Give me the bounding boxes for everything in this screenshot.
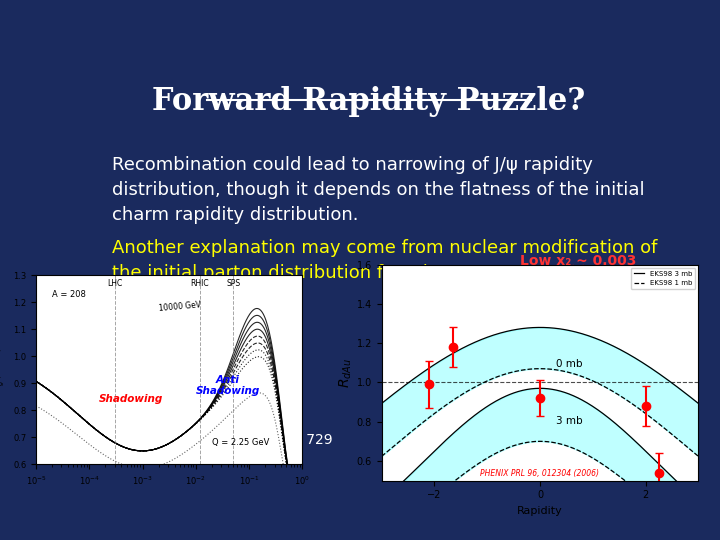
- Text: SPS: SPS: [226, 280, 240, 288]
- Text: 10000 GeV: 10000 GeV: [158, 300, 202, 313]
- Text: Q = 2.25 GeV: Q = 2.25 GeV: [212, 438, 269, 448]
- X-axis label: Rapidity: Rapidity: [517, 506, 563, 516]
- Text: RHIC: RHIC: [191, 280, 210, 288]
- Text: 3 mb: 3 mb: [556, 416, 582, 426]
- Text: Low x₂ ~ 0.003
(shadowing region): Low x₂ ~ 0.003 (shadowing region): [502, 254, 654, 284]
- Text: Another explanation may come from nuclear modification of
the initial parton dis: Another explanation may come from nuclea…: [112, 239, 657, 282]
- Text: A = 208: A = 208: [52, 290, 86, 299]
- Text: LHC: LHC: [107, 280, 122, 288]
- Text: Recombination could lead to narrowing of J/ψ rapidity
distribution, though it de: Recombination could lead to narrowing of…: [112, 156, 645, 224]
- Text: Eskola et al. NPA696 (2001) 729: Eskola et al. NPA696 (2001) 729: [109, 433, 333, 447]
- Legend: EKS98 3 mb, EKS98 1 mb: EKS98 3 mb, EKS98 1 mb: [631, 268, 695, 289]
- Text: 0 mb: 0 mb: [556, 359, 582, 369]
- Text: PHENIX PRL 96, 012304 (2006): PHENIX PRL 96, 012304 (2006): [480, 469, 600, 478]
- Y-axis label: $R_{dAu}$: $R_{dAu}$: [338, 357, 354, 388]
- Text: Shadowing: Shadowing: [99, 394, 163, 404]
- Text: Forward Rapidity Puzzle?: Forward Rapidity Puzzle?: [153, 85, 585, 117]
- Y-axis label: $R_g^A(x,Q^2)$: $R_g^A(x,Q^2)$: [0, 347, 7, 393]
- Text: Anti
Shadowing: Anti Shadowing: [196, 375, 260, 396]
